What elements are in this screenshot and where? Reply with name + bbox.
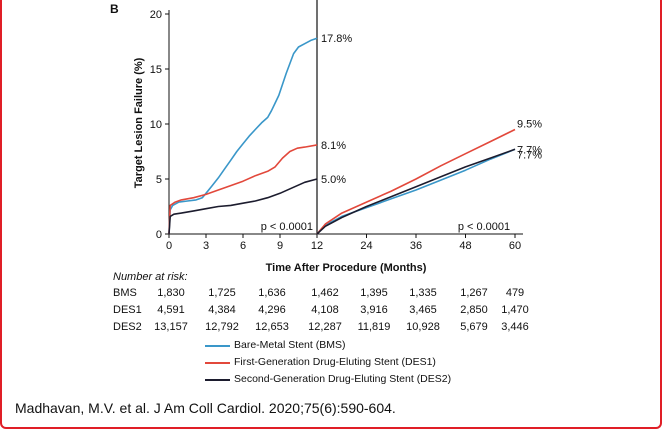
end-label-right-first-generation-drug-eluting-stent-des1: 9.5% <box>517 119 542 131</box>
risk-row-label: DES2 <box>113 321 142 333</box>
risk-cell: 1,267 <box>460 287 488 299</box>
x-tick-label: 6 <box>240 240 246 252</box>
series-line-second-generation-drug-eluting-stent-des2-0-12 <box>168 178 318 235</box>
end-label-right-second-generation-drug-eluting-stent-des2: 7.7% <box>517 149 542 161</box>
risk-cell: 1,335 <box>409 287 437 299</box>
legend-swatch <box>205 362 230 364</box>
risk-cell: 10,928 <box>406 321 440 333</box>
p-value-right: p < 0.0001 <box>458 221 510 233</box>
y-axis-label: Target Lesion Failure (%) <box>133 57 145 188</box>
risk-cell: 1,830 <box>157 287 185 299</box>
risk-row-label: BMS <box>113 287 137 299</box>
y-tick-label: 15 <box>150 64 162 76</box>
risk-row-des2: DES2 13,157 12,792 12,653 12,287 11,819 10,928… <box>0 321 662 338</box>
y-tick-label: 5 <box>156 174 162 186</box>
x-axis-label: Time After Procedure (Months) <box>266 262 427 274</box>
legend-swatch <box>205 379 230 381</box>
x-tick-label: 60 <box>509 240 521 252</box>
x-tick-label: 12 <box>311 240 323 252</box>
risk-cell: 4,384 <box>208 304 236 316</box>
risk-cell: 2,850 <box>460 304 488 316</box>
risk-cell: 12,653 <box>255 321 289 333</box>
risk-cell: 3,446 <box>501 321 529 333</box>
chart: B Target Lesion Failure (%) Time After P… <box>110 0 542 274</box>
risk-row-bms: BMS 1,830 1,725 1,636 1,462 1,395 1,335 1,267 47… <box>0 287 662 304</box>
x-tick-label: 48 <box>459 240 471 252</box>
risk-cell: 13,157 <box>154 321 188 333</box>
risk-cell: 1,462 <box>311 287 339 299</box>
end-label-left-second-generation-drug-eluting-stent-des2: 5.0% <box>321 174 346 186</box>
risk-cell: 1,725 <box>208 287 236 299</box>
end-label-left-bare-metal-stent-bms: 17.8% <box>321 33 352 45</box>
series-line-first-generation-drug-eluting-stent-des1-0-12 <box>168 144 318 235</box>
legend-swatch <box>205 345 230 347</box>
label-layer: 17.8% 7.7% 8.1% 9.5% 5.0% 7.7% <box>321 33 542 186</box>
risk-cell: 3,916 <box>360 304 388 316</box>
x-tick-label: 0 <box>166 240 172 252</box>
risk-cell: 12,792 <box>205 321 239 333</box>
risk-cell: 1,636 <box>258 287 286 299</box>
risk-cell: 4,591 <box>157 304 185 316</box>
risk-cell: 3,465 <box>409 304 437 316</box>
series-line-bare-metal-stent-bms-0-12 <box>168 37 318 235</box>
end-label-right-bare-metal-stent-bms: 7.7% <box>517 144 542 156</box>
risk-cell: 1,470 <box>501 304 529 316</box>
end-label-left-first-generation-drug-eluting-stent-des1: 8.1% <box>321 140 346 152</box>
citation: Madhavan, M.V. et al. J Am Coll Cardiol.… <box>15 400 396 416</box>
risk-row-label: DES1 <box>113 304 142 316</box>
x-tick-label: 24 <box>360 240 372 252</box>
risk-cell: 4,296 <box>258 304 286 316</box>
risk-cell: 479 <box>505 287 525 299</box>
risk-table-title: Number at risk: <box>113 271 188 283</box>
x-tick-label: 9 <box>277 240 283 252</box>
x-tick-label: 36 <box>410 240 422 252</box>
series-line-bare-metal-stent-bms-12-60 <box>316 148 516 235</box>
risk-cell: 5,679 <box>460 321 488 333</box>
p-value-left: p < 0.0001 <box>261 221 313 233</box>
risk-cell: 11,819 <box>357 321 391 333</box>
series-line-second-generation-drug-eluting-stent-des2-12-60 <box>316 148 516 235</box>
y-tick-label: 10 <box>150 119 162 131</box>
risk-cell: 4,108 <box>311 304 339 316</box>
risk-cell: 12,287 <box>308 321 342 333</box>
risk-cell: 1,395 <box>360 287 388 299</box>
series-layer <box>168 37 516 235</box>
legend-label: Second-Generation Drug-Eluting Stent (DE… <box>234 373 452 385</box>
legend-label: Bare-Metal Stent (BMS) <box>234 339 346 351</box>
risk-row-des1: DES1 4,591 4,384 4,296 4,108 3,916 3,465 2,850 1… <box>0 304 662 321</box>
x-tick-label: 3 <box>203 240 209 252</box>
y-tick-label: 20 <box>150 9 162 21</box>
legend-label: First-Generation Drug-Eluting Stent (DES… <box>234 356 436 368</box>
panel-label: B <box>110 2 119 16</box>
y-tick-label: 0 <box>156 229 162 241</box>
series-line-first-generation-drug-eluting-stent-des1-12-60 <box>316 128 516 235</box>
